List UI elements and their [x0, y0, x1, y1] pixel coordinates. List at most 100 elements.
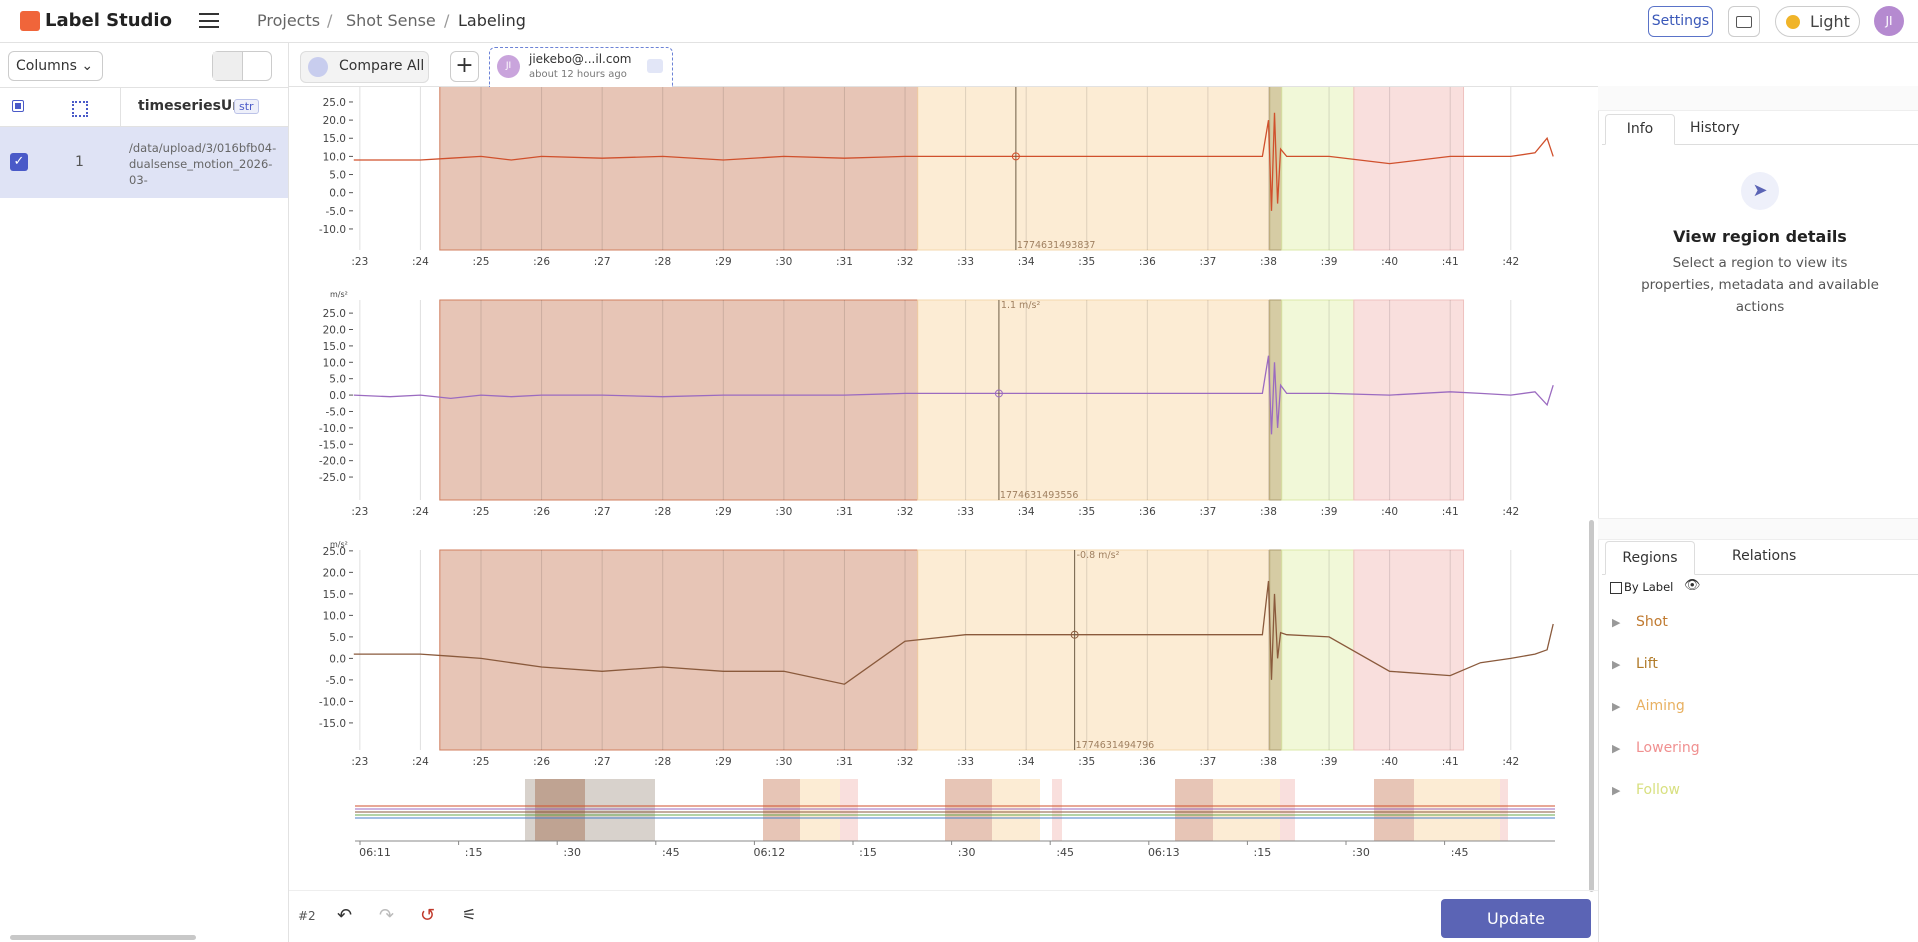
x-tick-label: :27 [594, 506, 611, 518]
expand-icon[interactable]: ▶ [1612, 658, 1621, 671]
theme-toggle[interactable]: Light [1775, 6, 1860, 37]
undo[interactable]: ↶ [337, 905, 353, 926]
unit-label: m/s² [330, 290, 348, 299]
x-tick-label: :28 [654, 256, 671, 268]
x-tick-label: :36 [1139, 756, 1156, 768]
annotation-id: #2 [298, 909, 316, 923]
y-tick-label: 5.0 [329, 374, 346, 386]
x-tick-label: :31 [836, 506, 853, 518]
cursor-time: 1774631494796 [1076, 740, 1155, 751]
label-name[interactable]: Shot [1636, 614, 1668, 630]
x-tick-label: :29 [715, 256, 732, 268]
menu-icon[interactable] [199, 13, 219, 28]
column-name[interactable]: timeseriesUrl [138, 98, 245, 114]
tab-info[interactable]: Info [1605, 114, 1675, 145]
separator: / [327, 11, 333, 30]
breadcrumb[interactable]: Shot Sense [346, 11, 436, 30]
update-button[interactable]: Update [1441, 899, 1591, 938]
region [1281, 549, 1355, 751]
overview-region [945, 779, 992, 841]
compare-all[interactable]: Compare All [300, 51, 429, 83]
x-tick-label: :39 [1321, 756, 1338, 768]
settings-icon[interactable]: ⚟ [462, 905, 477, 924]
x-tick-label: :39 [1321, 256, 1338, 268]
redo[interactable]: ↷ [379, 905, 395, 926]
settings-button[interactable]: Settings [1648, 6, 1713, 37]
label-name[interactable]: Aiming [1636, 698, 1685, 714]
overview-region [800, 779, 840, 841]
scrollbar[interactable] [10, 935, 196, 940]
x-tick-label: :38 [1260, 756, 1277, 768]
cursor-marker [1011, 152, 1020, 161]
x-tick-label: :38 [1260, 506, 1277, 518]
x-tick-label: :35 [1078, 756, 1095, 768]
view-toggle[interactable] [212, 51, 272, 81]
tab-user: jiekebo@...il.com [529, 52, 632, 66]
add-annotation[interactable]: + [450, 51, 479, 82]
x-tick-label: :37 [1199, 256, 1216, 268]
y-tick-label: -5.0 [326, 206, 347, 218]
overview-region [763, 779, 800, 841]
expand-icon[interactable]: ▶ [1612, 742, 1621, 755]
y-tick-label: 25.0 [323, 97, 346, 109]
cursor-value: -0.8 m/s² [1077, 550, 1120, 561]
info-text: Select a region to view its properties, … [1641, 255, 1879, 315]
overview-region [1280, 779, 1295, 841]
overview-tick-label: 06:13 [1148, 846, 1180, 859]
x-tick-label: :32 [897, 506, 914, 518]
x-tick-label: :28 [654, 506, 671, 518]
scrollbar[interactable] [1589, 520, 1594, 892]
visibility-icon[interactable]: 👁 [1684, 578, 1701, 593]
y-tick-label: 20.0 [323, 567, 346, 579]
x-tick-label: :32 [897, 256, 914, 268]
label-name[interactable]: Follow [1636, 782, 1680, 798]
tab-history[interactable]: History [1690, 120, 1740, 136]
x-tick-label: :25 [473, 256, 490, 268]
x-tick-label: :40 [1381, 756, 1398, 768]
panel-header [1598, 86, 1918, 111]
logo-icon[interactable] [20, 11, 40, 31]
keyboard-button[interactable] [1728, 6, 1760, 37]
y-tick-label: -15.0 [319, 718, 346, 730]
label-name[interactable]: Lift [1636, 656, 1658, 672]
x-tick-label: :40 [1381, 506, 1398, 518]
tab-relations[interactable]: Relations [1732, 548, 1797, 564]
overview-region [1500, 779, 1508, 841]
brand[interactable]: Label Studio [45, 10, 172, 31]
region [439, 87, 919, 251]
columns-button[interactable]: Columns ⌄ [8, 51, 103, 81]
breadcrumb: Labeling [458, 11, 526, 30]
id-icon [72, 101, 88, 117]
x-tick-label: :41 [1442, 256, 1459, 268]
tab-icon[interactable] [647, 59, 663, 73]
label-name[interactable]: Lowering [1636, 740, 1700, 756]
row-checkbox[interactable]: ✓ [10, 153, 28, 171]
breadcrumb[interactable]: Projects [257, 11, 321, 30]
tab-regions[interactable]: Regions [1605, 541, 1695, 575]
avatar[interactable]: JI [1874, 6, 1904, 36]
table-row[interactable] [0, 127, 288, 198]
x-tick-label: :31 [836, 256, 853, 268]
overview-tick-label: :30 [958, 846, 976, 859]
region [917, 87, 1271, 251]
x-tick-label: :35 [1078, 256, 1095, 268]
series-line [353, 580, 1554, 685]
footer-border [289, 890, 1598, 891]
y-tick-label: 5.0 [329, 632, 346, 644]
overview-tick-label: :45 [1056, 846, 1074, 859]
x-tick-label: :41 [1442, 506, 1459, 518]
expand-icon[interactable]: ▶ [1612, 616, 1621, 629]
overview-tick-label: 06:11 [359, 846, 391, 859]
overview-tick-label: :30 [1352, 846, 1370, 859]
y-tick-label: 5.0 [329, 170, 346, 182]
overview-region [535, 779, 585, 841]
group-label[interactable]: By Label [1624, 580, 1674, 594]
regions-tabs [1602, 541, 1918, 575]
expand-icon[interactable]: ▶ [1612, 700, 1621, 713]
select-all[interactable] [12, 100, 24, 112]
reset[interactable]: ↺ [420, 905, 436, 926]
info-title: View region details [1673, 227, 1847, 246]
expand-icon[interactable]: ▶ [1612, 784, 1621, 797]
y-tick-label: 15.0 [323, 589, 346, 601]
info-tabs [1602, 114, 1918, 145]
